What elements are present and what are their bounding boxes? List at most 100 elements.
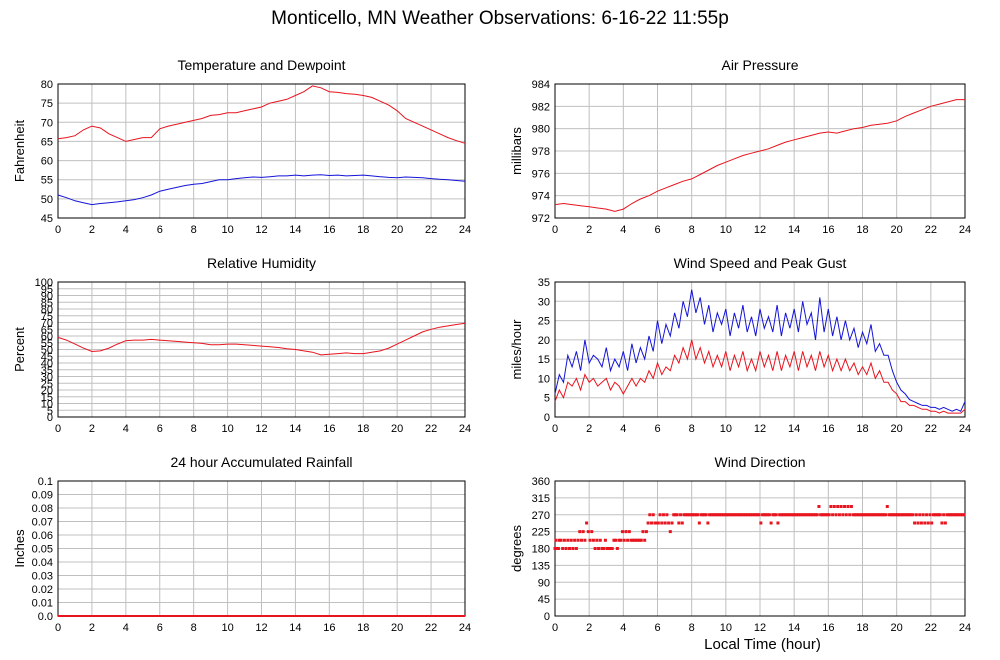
direction-point — [887, 513, 891, 517]
y-tick-label: 90 — [538, 577, 550, 589]
direction-point — [656, 521, 660, 525]
direction-point — [911, 513, 915, 517]
direction-point — [593, 547, 597, 550]
direction-point — [709, 513, 713, 517]
y-tick-label: 270 — [532, 510, 550, 522]
y-tick-label: 180 — [532, 544, 550, 556]
direction-point — [948, 513, 952, 517]
direction-point — [743, 513, 747, 517]
direction-point — [836, 505, 840, 508]
direction-point — [848, 513, 852, 517]
direction-point — [648, 513, 652, 517]
x-tick-label: 2 — [89, 423, 95, 435]
direction-point — [622, 538, 626, 542]
direction-point — [919, 521, 923, 525]
x-tick-label: 18 — [357, 423, 369, 435]
y-tick-label: 0.01 — [32, 598, 53, 610]
direction-point — [803, 513, 807, 517]
x-tick-label: 18 — [856, 423, 868, 435]
direction-point — [834, 513, 838, 517]
series-line-0 — [57, 85, 466, 144]
direction-point — [624, 530, 628, 534]
y-tick-label: 45 — [538, 594, 550, 606]
direction-point — [866, 513, 870, 517]
direction-point — [947, 513, 951, 517]
y-tick-label: 45 — [41, 351, 53, 363]
x-tick-label: 24 — [459, 423, 471, 435]
direction-point — [870, 513, 874, 517]
direction-point — [735, 513, 739, 517]
x-tick-label: 22 — [425, 224, 437, 236]
direction-point — [851, 513, 855, 517]
direction-point — [957, 513, 961, 517]
direction-point — [779, 513, 783, 517]
direction-point — [796, 513, 800, 517]
direction-point — [667, 521, 671, 525]
y-tick-label: 974 — [532, 191, 550, 203]
x-tick-label: 18 — [856, 622, 868, 634]
x-tick-label: 4 — [620, 224, 626, 236]
direction-point — [591, 538, 595, 542]
direction-point — [868, 513, 872, 517]
direction-point — [925, 513, 929, 517]
y-tick-label: 90 — [41, 291, 53, 303]
y-tick-label: 10 — [538, 373, 550, 385]
direction-point — [561, 547, 565, 550]
direction-point — [913, 521, 917, 525]
x-tick-label: 16 — [323, 224, 335, 236]
x-tick-label: 22 — [925, 622, 937, 634]
direction-point — [643, 538, 647, 542]
direction-point — [832, 505, 836, 508]
x-tick-label: 8 — [689, 423, 695, 435]
y-tick-label: 5 — [544, 393, 550, 405]
direction-point — [626, 538, 630, 542]
direction-point — [916, 521, 920, 525]
direction-point — [740, 513, 744, 517]
direction-point — [597, 547, 601, 550]
chart-title: Relative Humidity — [207, 255, 316, 271]
direction-point — [774, 513, 778, 517]
direction-point — [568, 547, 572, 550]
x-tick-label: 0 — [552, 423, 558, 435]
y-tick-label: 65 — [41, 136, 53, 148]
x-tick-label: 6 — [654, 622, 660, 634]
direction-point — [564, 547, 568, 550]
y-tick-label: 0.08 — [32, 503, 53, 515]
x-tick-label: 4 — [620, 423, 626, 435]
y-tick-label: 20 — [538, 335, 550, 347]
direction-point — [880, 513, 884, 517]
direction-point — [697, 521, 701, 525]
y-tick-label: 0.05 — [32, 544, 53, 556]
chart-title: 24 hour Accumulated Rainfall — [170, 454, 352, 470]
y-tick-label: 978 — [532, 146, 550, 158]
direction-point — [668, 530, 672, 534]
direction-point — [579, 538, 583, 542]
direction-point — [815, 513, 819, 517]
direction-point — [843, 505, 847, 508]
direction-point — [673, 513, 677, 517]
direction-point — [737, 513, 741, 517]
x-tick-label: 10 — [221, 423, 233, 435]
y-tick-label: 972 — [532, 213, 550, 225]
direction-point — [959, 513, 963, 517]
y-tick-label: 984 — [532, 79, 550, 91]
direction-point — [696, 513, 700, 517]
direction-point — [665, 513, 669, 517]
direction-point — [720, 513, 724, 517]
x-tick-label: 0 — [55, 423, 61, 435]
direction-point — [653, 521, 657, 525]
y-tick-label: 225 — [532, 527, 550, 539]
direction-point — [755, 513, 759, 517]
x-tick-label: 0 — [552, 224, 558, 236]
direction-chart: 0 2 4 6 8 10 12 14 16 18 20 22 240459013518022527031… — [509, 454, 971, 634]
direction-point — [827, 513, 831, 517]
x-tick-label: 18 — [357, 622, 369, 634]
direction-point — [820, 513, 824, 517]
series-line-1 — [554, 339, 966, 414]
direction-point — [600, 547, 604, 550]
direction-point — [812, 513, 816, 517]
direction-point — [646, 521, 650, 525]
x-tick-label: 18 — [357, 224, 369, 236]
direction-point — [855, 513, 859, 517]
direction-point — [800, 513, 804, 517]
